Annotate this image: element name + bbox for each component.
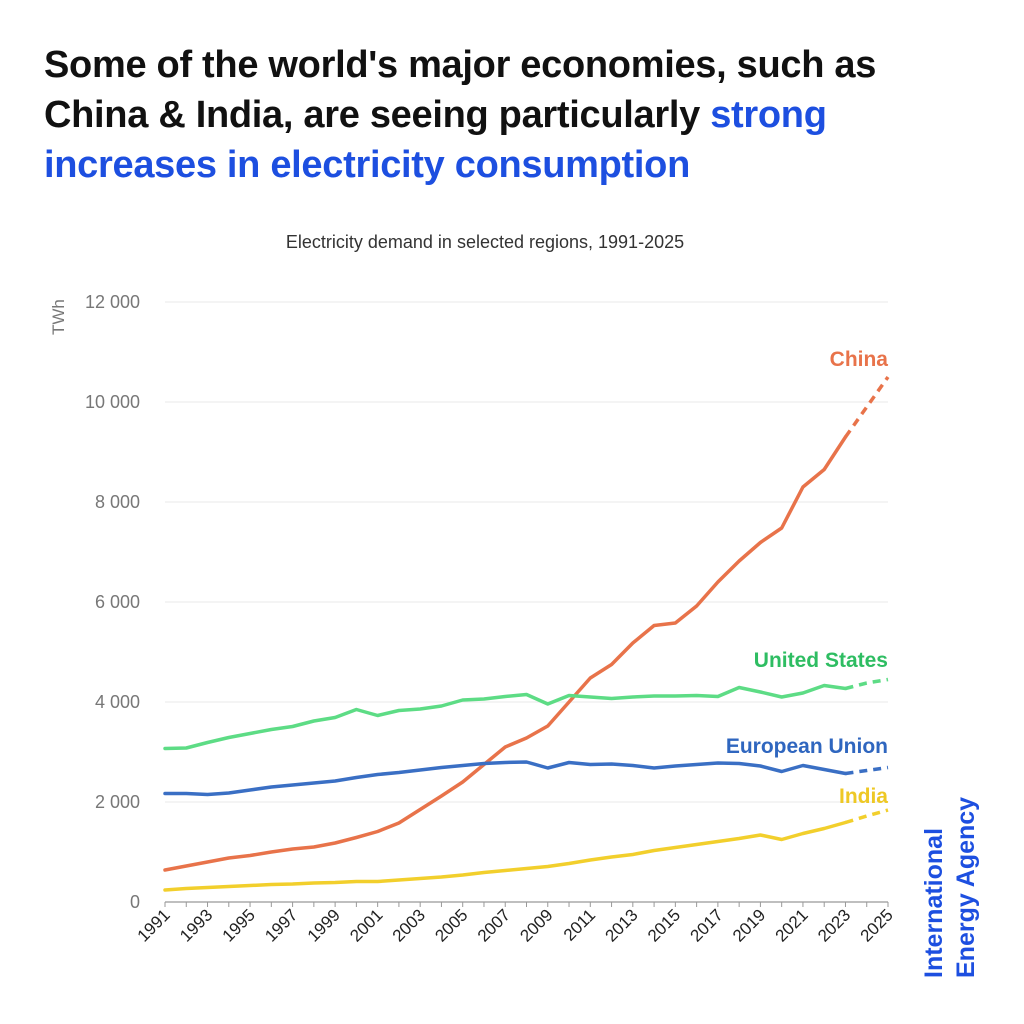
y-tick-label: 10 000	[85, 392, 140, 412]
x-tick-label: 2025	[857, 905, 897, 945]
y-tick-label: 8 000	[95, 492, 140, 512]
series-line-european-union	[163, 760, 848, 797]
series-label-india: India	[839, 785, 888, 808]
x-tick-label: 1993	[176, 905, 216, 945]
x-tick-label: 2011	[560, 905, 599, 944]
y-axis-label: TWh	[49, 299, 68, 335]
y-tick-label: 2 000	[95, 792, 140, 812]
brand-line-2: Energy Agency	[952, 797, 980, 978]
brand-line-1: International	[920, 828, 948, 978]
x-tick-label: 2007	[474, 905, 514, 945]
x-tick-label: 2009	[516, 905, 556, 945]
x-tick-label: 2001	[346, 905, 386, 945]
x-tick-label: 2015	[644, 905, 684, 945]
series-label-european-union: European Union	[726, 735, 888, 758]
series-line-india	[163, 820, 848, 892]
y-tick-label: 6 000	[95, 592, 140, 612]
headline: Some of the world's major economies, suc…	[44, 40, 984, 190]
y-axis-ticks: 0 2 000 4 000 6 000 8 000 10 000 12 000	[85, 292, 140, 912]
series-labels: China United States European Union India	[726, 348, 888, 808]
series-label-united-states: United States	[754, 649, 888, 672]
forecast-line-united-states	[845, 677, 889, 691]
forecast-line-china	[844, 375, 890, 439]
x-tick-label: 1995	[219, 905, 259, 945]
x-tick-label: 2017	[687, 905, 727, 945]
x-tick-label: 1999	[304, 905, 344, 945]
headline-plain: Some of the world's major economies, suc…	[44, 44, 877, 136]
series-line-united-states	[163, 683, 848, 751]
y-tick-label: 0	[130, 892, 140, 912]
x-tick-label: 2021	[772, 905, 812, 945]
series-label-china: China	[830, 348, 889, 371]
x-tick-label: 2005	[431, 905, 471, 945]
forecast-line-european-union	[845, 765, 889, 776]
headline-highlight: strong increases in electricity consumpt…	[44, 94, 827, 186]
chart-title: Electricity demand in selected regions, …	[285, 232, 685, 252]
x-tick-label: 2019	[729, 905, 769, 945]
x-tick-label: 2003	[389, 905, 429, 945]
series-line-china	[163, 435, 848, 872]
x-axis: 1991 1993 1995 1997 1999 2001 2003 2005 2007 2009…	[134, 901, 897, 946]
y-tick-label: 4 000	[95, 692, 140, 712]
x-tick-label: 1997	[261, 905, 301, 945]
x-tick-label: 2013	[601, 905, 641, 945]
forecast-line-india	[844, 808, 889, 825]
y-tick-label: 12 000	[85, 292, 140, 312]
x-tick-label: 2023	[814, 905, 854, 945]
gridlines	[165, 301, 888, 803]
series-lines	[163, 375, 890, 892]
